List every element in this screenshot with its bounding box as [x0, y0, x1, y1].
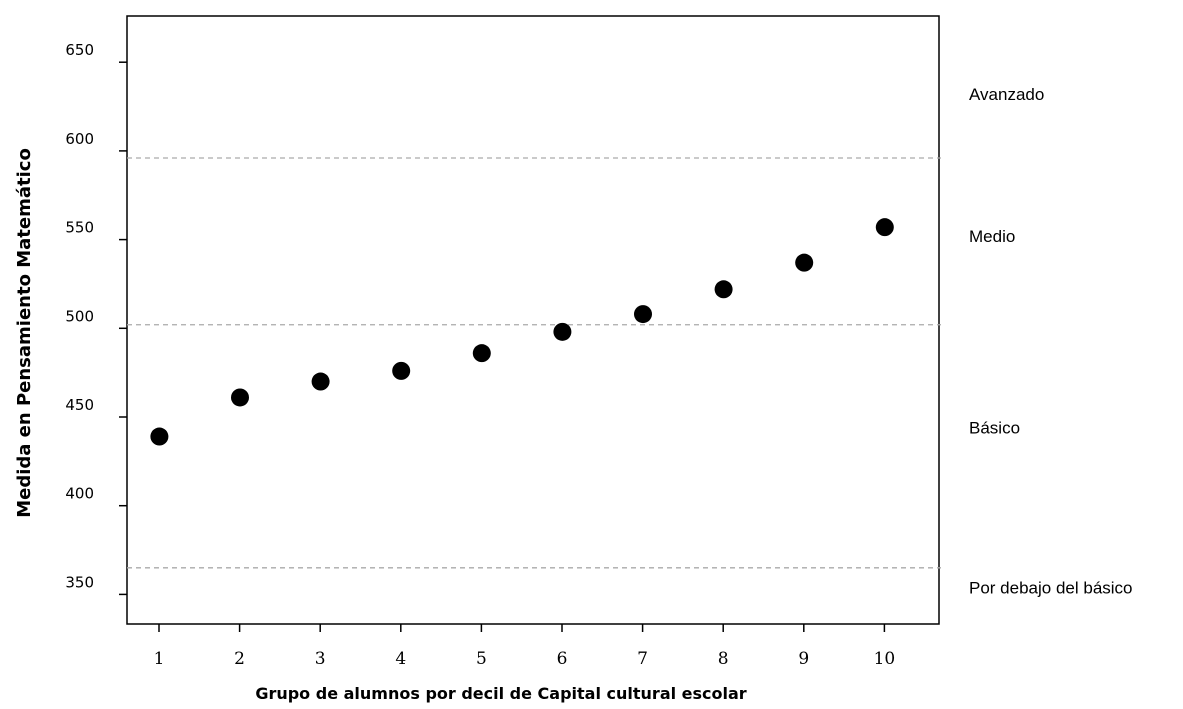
y-tick-label: 600 [65, 130, 94, 148]
y-axis-ticks: 350 400 450 500 550 600 650 [65, 41, 127, 596]
y-tick-label: 350 [65, 573, 94, 591]
x-tick-label: 10 [874, 649, 896, 669]
data-point [634, 305, 652, 324]
cutoff-lines [127, 157, 941, 569]
x-tick-label: 1 [154, 649, 165, 669]
x-tick-label: 5 [476, 649, 487, 669]
band-label: Medio [969, 227, 1015, 246]
band-labels: Avanzado Medio Básico Por debajo del básico [969, 85, 1133, 597]
x-tick-label: 8 [718, 649, 729, 669]
x-axis-ticks: 1 2 3 4 5 6 7 8 9 10 [154, 624, 896, 669]
x-tick-label: 7 [637, 649, 648, 669]
data-point [875, 218, 894, 237]
y-tick-label: 500 [65, 307, 94, 325]
x-tick-label: 4 [395, 649, 406, 669]
data-point [472, 344, 491, 363]
x-tick-label: 3 [315, 649, 326, 669]
data-point [311, 372, 330, 391]
band-label: Básico [969, 419, 1020, 438]
data-point [392, 361, 411, 380]
data-point [553, 322, 572, 341]
band-label: Avanzado [969, 85, 1044, 104]
y-tick-label: 550 [65, 219, 94, 237]
x-tick-label: 9 [798, 649, 809, 669]
x-tick-label: 2 [234, 649, 245, 669]
data-points [150, 218, 894, 446]
x-tick-label: 6 [557, 649, 568, 669]
data-point [714, 280, 733, 299]
data-point [150, 427, 169, 446]
plot-frame [126, 15, 940, 625]
y-tick-label: 650 [65, 41, 94, 59]
y-tick-label: 400 [65, 485, 94, 503]
x-axis-title: Grupo de alumnos por decil de Capital cu… [255, 684, 746, 703]
band-label: Por debajo del básico [969, 578, 1133, 597]
y-axis-title: Medida en Pensamiento Matemático [14, 148, 35, 518]
data-point [231, 388, 249, 407]
data-point [795, 253, 814, 272]
y-tick-label: 450 [65, 396, 94, 414]
